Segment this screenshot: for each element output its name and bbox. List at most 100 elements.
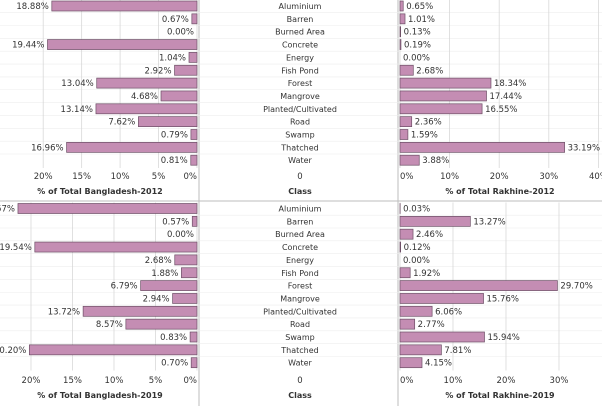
bar-label-rakhine: 2.68% xyxy=(416,66,443,76)
bar-bangladesh[interactable] xyxy=(174,254,198,266)
right-tick-label: 20% xyxy=(497,376,516,386)
bar-bangladesh[interactable] xyxy=(174,64,198,76)
bar-label-bangladesh: 7.62% xyxy=(108,118,135,128)
bar-rakhine[interactable] xyxy=(399,241,401,253)
class-label: Concrete xyxy=(282,243,318,252)
class-label: Swamp xyxy=(285,131,314,140)
bar-label-rakhine: 1.92% xyxy=(413,269,440,279)
class-axis-tick: 0 xyxy=(297,172,302,182)
bar-label-bangladesh: 13.04% xyxy=(61,79,93,89)
bar-bangladesh[interactable] xyxy=(190,357,198,369)
right-tick-label: 30% xyxy=(539,172,558,182)
class-label: Planted/Cultivated xyxy=(263,105,337,114)
bar-bangladesh[interactable] xyxy=(95,103,198,115)
bar-rakhine[interactable] xyxy=(399,344,442,356)
bar-rakhine[interactable] xyxy=(399,39,402,50)
bar-label-bangladesh: 8.57% xyxy=(96,320,123,330)
bar-rakhine[interactable] xyxy=(399,331,485,343)
bar-bangladesh[interactable] xyxy=(66,142,198,153)
class-label: Burned Area xyxy=(275,230,325,239)
bar-bangladesh[interactable] xyxy=(51,0,198,12)
bar-label-bangladesh: 2.68% xyxy=(145,256,172,266)
bar-rakhine[interactable] xyxy=(399,305,433,317)
bar-rakhine[interactable] xyxy=(399,154,420,166)
bar-bangladesh[interactable] xyxy=(96,77,198,89)
bar-rakhine[interactable] xyxy=(399,26,401,38)
right-tick-label: 20% xyxy=(490,172,509,182)
bar-label-rakhine: 0.00% xyxy=(403,256,430,266)
class-axis-tick: 0 xyxy=(297,376,302,386)
bar-rakhine[interactable] xyxy=(399,116,413,128)
bar-bangladesh[interactable] xyxy=(190,154,198,166)
class-label: Forest xyxy=(288,79,313,88)
class-label: Mangrove xyxy=(280,92,320,101)
class-label: Aluminium xyxy=(279,2,322,11)
bar-rakhine[interactable] xyxy=(399,77,492,89)
bar-rakhine[interactable] xyxy=(399,90,487,102)
class-label: Thatched xyxy=(280,346,318,355)
bar-rakhine[interactable] xyxy=(399,357,423,369)
bar-rakhine[interactable] xyxy=(399,318,416,330)
class-label: Energy xyxy=(286,256,314,265)
class-label: Burned Area xyxy=(275,28,325,37)
bar-label-rakhine: 0.65% xyxy=(406,2,433,12)
class-label: Barren xyxy=(287,217,314,226)
bar-label-rakhine: 15.76% xyxy=(487,294,519,304)
bar-label-bangladesh: 19.54% xyxy=(0,243,32,253)
class-label: Planted/Cultivated xyxy=(263,307,337,316)
bar-label-rakhine: 7.81% xyxy=(444,346,471,356)
bar-label-rakhine: 0.03% xyxy=(403,205,430,215)
bar-rakhine[interactable] xyxy=(399,267,411,279)
bar-bangladesh[interactable] xyxy=(125,318,198,330)
bar-rakhine[interactable] xyxy=(399,13,406,25)
bar-label-bangladesh: 0.79% xyxy=(161,131,188,141)
bar-bangladesh[interactable] xyxy=(191,13,198,25)
bar-label-rakhine: 1.59% xyxy=(411,131,438,141)
left-tick-label: 20% xyxy=(34,172,53,182)
bar-bangladesh[interactable] xyxy=(140,280,198,291)
bar-rakhine[interactable] xyxy=(399,293,484,304)
bar-bangladesh[interactable] xyxy=(181,267,198,279)
left-tick-label: 20% xyxy=(22,376,41,386)
bar-rakhine[interactable] xyxy=(399,64,414,76)
bar-bangladesh[interactable] xyxy=(160,90,198,102)
bar-label-rakhine: 0.00% xyxy=(403,53,430,63)
bar-rakhine[interactable] xyxy=(399,0,404,12)
bar-bangladesh[interactable] xyxy=(28,344,198,356)
bar-bangladesh[interactable] xyxy=(172,293,198,304)
right-tick-label: 40% xyxy=(589,172,602,182)
bar-label-rakhine: 29.70% xyxy=(560,282,592,292)
bar-rakhine[interactable] xyxy=(399,216,471,227)
bar-rakhine[interactable] xyxy=(399,142,565,153)
bar-label-bangladesh: 13.14% xyxy=(61,105,93,115)
bar-label-rakhine: 33.19% xyxy=(568,143,600,153)
class-axis-title: Class xyxy=(288,391,312,400)
class-axis-title: Class xyxy=(288,187,312,196)
bar-rakhine[interactable] xyxy=(399,228,414,240)
bar-bangladesh[interactable] xyxy=(190,129,198,140)
bar-bangladesh[interactable] xyxy=(47,39,198,50)
right-axis-title: % of Total Rakhine-2019 xyxy=(445,391,555,400)
class-label: Road xyxy=(290,118,310,127)
left-tick-label: 0% xyxy=(184,172,198,182)
bar-bangladesh[interactable] xyxy=(17,203,198,214)
bar-rakhine[interactable] xyxy=(399,103,483,115)
class-label: Water xyxy=(288,359,312,368)
bar-rakhine[interactable] xyxy=(399,129,409,140)
right-tick-label: 10% xyxy=(440,172,459,182)
bar-bangladesh[interactable] xyxy=(189,331,198,343)
left-tick-label: 15% xyxy=(72,172,91,182)
bar-bangladesh[interactable] xyxy=(82,305,198,317)
bar-rakhine[interactable] xyxy=(399,280,558,291)
bar-label-rakhine: 0.19% xyxy=(404,41,431,51)
bar-bangladesh[interactable] xyxy=(188,52,198,63)
bar-bangladesh[interactable] xyxy=(191,216,198,227)
bar-label-bangladesh: 0.00% xyxy=(167,28,194,38)
bar-label-rakhine: 18.34% xyxy=(494,79,526,89)
bar-bangladesh[interactable] xyxy=(34,241,198,253)
bar-bangladesh[interactable] xyxy=(138,116,198,128)
left-axis-title: % of Total Bangladesh-2019 xyxy=(37,391,163,400)
bar-label-bangladesh: 2.94% xyxy=(143,294,170,304)
left-tick-label: 0% xyxy=(184,376,198,386)
